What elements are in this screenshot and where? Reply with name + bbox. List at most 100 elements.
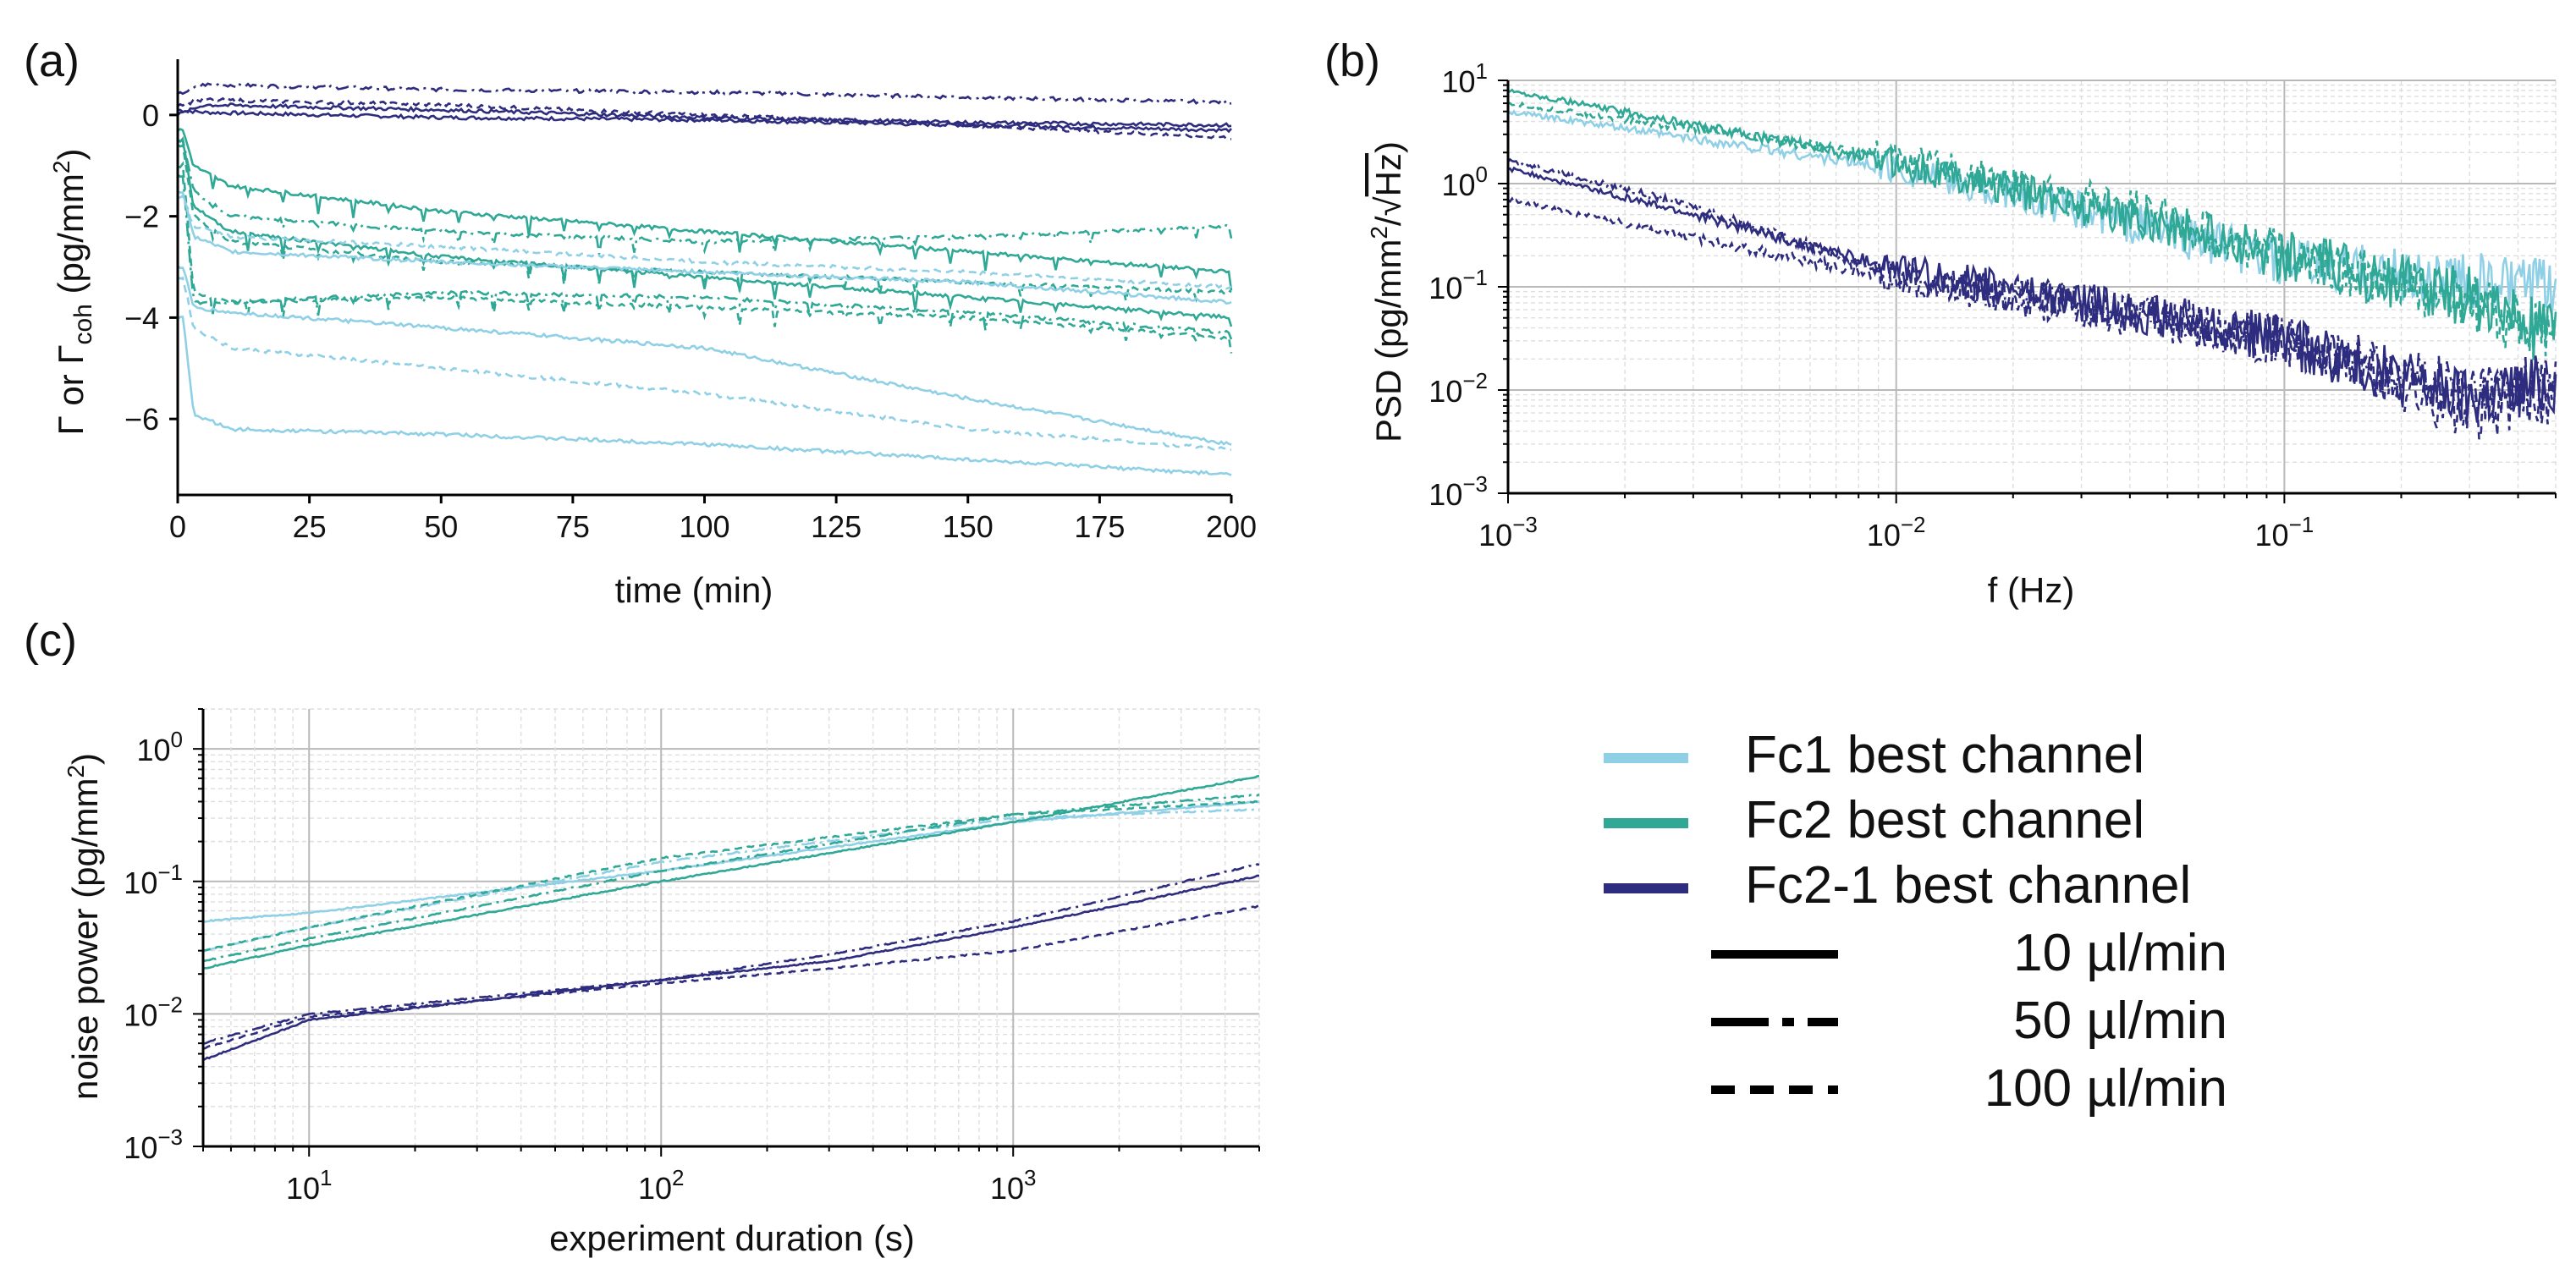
plot-mark: 10 xyxy=(1428,477,1462,512)
series-line-fc2-1-4 xyxy=(1507,157,2557,420)
series-line-fc1-13 xyxy=(177,276,1232,452)
series-line-fc2-2 xyxy=(1507,101,2557,362)
y-tick-label: 100 xyxy=(1441,162,1488,202)
series-line-fc1-1 xyxy=(202,807,1260,953)
series-line-fc1-12 xyxy=(177,265,1232,446)
legend-label-fc2: Fc2 best channel xyxy=(1745,791,2144,849)
plot-mark: −3 xyxy=(157,1124,183,1150)
x-tick-label: 50 xyxy=(424,509,458,544)
panel-b-xlabel: f (Hz) xyxy=(1988,570,2075,610)
x-tick-label: 10−1 xyxy=(2255,512,2315,552)
y-tick-label: 101 xyxy=(1441,58,1488,99)
panel-c-label: (c) xyxy=(24,615,77,666)
plot-mark: 10 xyxy=(1428,271,1462,305)
series-line-fc2-2 xyxy=(202,774,1260,970)
y-tick-label: 10−1 xyxy=(1428,265,1488,305)
x-tick-label: 175 xyxy=(1074,509,1125,544)
x-tick-label: 102 xyxy=(638,1165,685,1206)
x-tick-label: 0 xyxy=(169,509,186,544)
x-tick-label: 200 xyxy=(1206,509,1257,544)
panel-b-plot-area xyxy=(1507,80,2557,494)
series-line-fc1-14 xyxy=(177,316,1232,476)
series-line-fc2-1-5 xyxy=(202,874,1260,1061)
series-line-fc2-4 xyxy=(177,128,1233,291)
y-tick-label: 10−3 xyxy=(1428,471,1488,512)
series-line-fc2-9 xyxy=(177,173,1233,340)
x-tick-label: 150 xyxy=(943,509,994,544)
plot-mark: 10 xyxy=(1441,64,1475,99)
plot-mark: 3 xyxy=(1024,1165,1036,1190)
series-line-fc2-8 xyxy=(177,161,1233,354)
plot-mark: −2 xyxy=(1901,512,1926,537)
plot-mark: −2 xyxy=(1462,368,1488,393)
plot-mark: 10 xyxy=(124,997,157,1032)
series-line-fc2-1-0 xyxy=(178,108,1232,134)
plot-mark: 10 xyxy=(990,1171,1024,1206)
panel-a-xlabel: time (min) xyxy=(615,570,773,610)
series-line-fc1-0 xyxy=(1507,109,2557,317)
plot-mark: 10 xyxy=(2255,518,2289,552)
plot-mark: 10 xyxy=(286,1171,320,1206)
x-tick-label: 103 xyxy=(990,1165,1037,1206)
y-tick-label: −6 xyxy=(124,402,159,437)
series-line-fc2-1-2 xyxy=(177,96,1232,140)
series-line-fc2-5 xyxy=(177,136,1233,255)
y-tick-label: 10−2 xyxy=(124,992,183,1032)
y-tick-label: −2 xyxy=(124,200,159,234)
grid xyxy=(202,708,1260,1147)
y-tick-label: 100 xyxy=(136,727,183,767)
legend-label-50ul: 50 µl/min xyxy=(2013,992,2227,1050)
y-tick-label: −4 xyxy=(124,300,159,335)
series-line-fc1-0 xyxy=(202,800,1260,923)
series-line-fc2-1-3 xyxy=(177,102,1232,128)
plot-mark: 10 xyxy=(638,1171,672,1206)
panel-a-plot-area xyxy=(177,82,1233,476)
legend: Fc1 best channel Fc2 best channel Fc2-1 … xyxy=(1604,726,2227,1118)
plot-mark: −1 xyxy=(2289,512,2315,537)
series-line-fc1-11 xyxy=(177,194,1232,290)
x-tick-label: 25 xyxy=(293,509,327,544)
plot-mark: 2 xyxy=(672,1165,684,1190)
panel-b-ylabel: PSD (pg/mm2/√Hz) xyxy=(1366,141,1408,442)
svg-text:PSD (pg/mm2/√Hz): PSD (pg/mm2/√Hz) xyxy=(1366,141,1408,442)
series-line-fc2-1-7 xyxy=(202,904,1260,1050)
series-line-fc2-3 xyxy=(203,793,1260,962)
plot-mark: 10 xyxy=(1867,518,1901,552)
panel-c-plot-area xyxy=(202,708,1260,1147)
legend-label-fc1: Fc1 best channel xyxy=(1745,726,2144,784)
plot-mark: 0 xyxy=(171,727,183,752)
panel-b-label: (b) xyxy=(1324,36,1380,86)
x-tick-label: 10−2 xyxy=(1867,512,1926,552)
plot-mark: 10 xyxy=(124,866,157,900)
panel-a-label: (a) xyxy=(24,36,80,86)
panel-c-xlabel: experiment duration (s) xyxy=(549,1218,915,1258)
series-line-fc1-10 xyxy=(177,190,1232,305)
y-tick-label: 0 xyxy=(142,98,159,133)
plot-mark: 10 xyxy=(1441,168,1475,202)
plot-mark: −1 xyxy=(1462,265,1488,290)
panel-a-axes: 0 25 50 75 100 125 150 175 200 0 −2 −4 −6 xyxy=(124,59,1257,544)
y-tick-label: 10−2 xyxy=(1428,368,1488,409)
series-line-fc2-1-5 xyxy=(1507,196,2557,440)
x-tick-label: 101 xyxy=(286,1165,333,1206)
y-tick-label: 10−1 xyxy=(124,860,183,900)
plot-mark: 10 xyxy=(1478,518,1512,552)
plot-mark: 10 xyxy=(136,733,170,767)
legend-label-10ul: 10 µl/min xyxy=(2013,924,2227,982)
plot-mark: −2 xyxy=(157,992,183,1017)
series-line-fc2-7 xyxy=(177,140,1233,327)
series-line-fc2-1-1 xyxy=(177,82,1232,106)
plot-mark: 1 xyxy=(1476,58,1488,84)
x-tick-label: 10−3 xyxy=(1478,512,1538,552)
y-tick-label: 10−3 xyxy=(124,1124,183,1165)
plot-mark: −3 xyxy=(1462,471,1488,497)
panel-a: (a) 0 25 50 75 100 125 150 175 200 0 −2 −4 −6 time (… xyxy=(24,36,1257,610)
series-line-fc2-6 xyxy=(177,144,1232,304)
series-line-fc2-1 xyxy=(1507,88,2557,358)
x-tick-label: 75 xyxy=(556,509,590,544)
